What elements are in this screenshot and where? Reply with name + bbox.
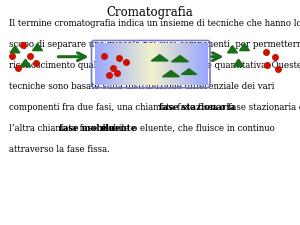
Text: tecniche sono basate sulla distribuzione differenziale dei vari: tecniche sono basate sulla distribuzione… (9, 82, 274, 91)
Polygon shape (228, 46, 238, 53)
Text: componenti fra due fasi, una chiamata fase fissa o fase stazionaria e: componenti fra due fasi, una chiamata fa… (9, 103, 300, 112)
Polygon shape (234, 59, 244, 66)
Text: Il termine cromatografia indica un insieme di tecniche che hanno lo: Il termine cromatografia indica un insie… (9, 19, 300, 28)
Polygon shape (20, 59, 31, 66)
Polygon shape (32, 43, 43, 51)
Text: fase stazionaria: fase stazionaria (159, 103, 235, 112)
Text: riconoscimento qualitativo e la determinazione quantitativa. Queste: riconoscimento qualitativo e la determin… (9, 61, 300, 70)
Polygon shape (10, 46, 20, 53)
Text: attraverso la fase fissa.: attraverso la fase fissa. (9, 145, 110, 154)
Text: Cromatografia: Cromatografia (106, 6, 194, 19)
Polygon shape (163, 71, 179, 77)
Polygon shape (182, 69, 196, 74)
Polygon shape (172, 56, 188, 62)
Polygon shape (151, 55, 168, 61)
Text: l’altra chiamata fase mobile o eluente, che fluisce in continuo: l’altra chiamata fase mobile o eluente, … (9, 124, 275, 133)
Text: scopo di separare una miscela nei suoi componenti, per permetterne il: scopo di separare una miscela nei suoi c… (9, 40, 300, 49)
Text: eluente: eluente (100, 124, 136, 133)
Polygon shape (240, 43, 250, 51)
Text: fase mobile: fase mobile (59, 124, 115, 133)
